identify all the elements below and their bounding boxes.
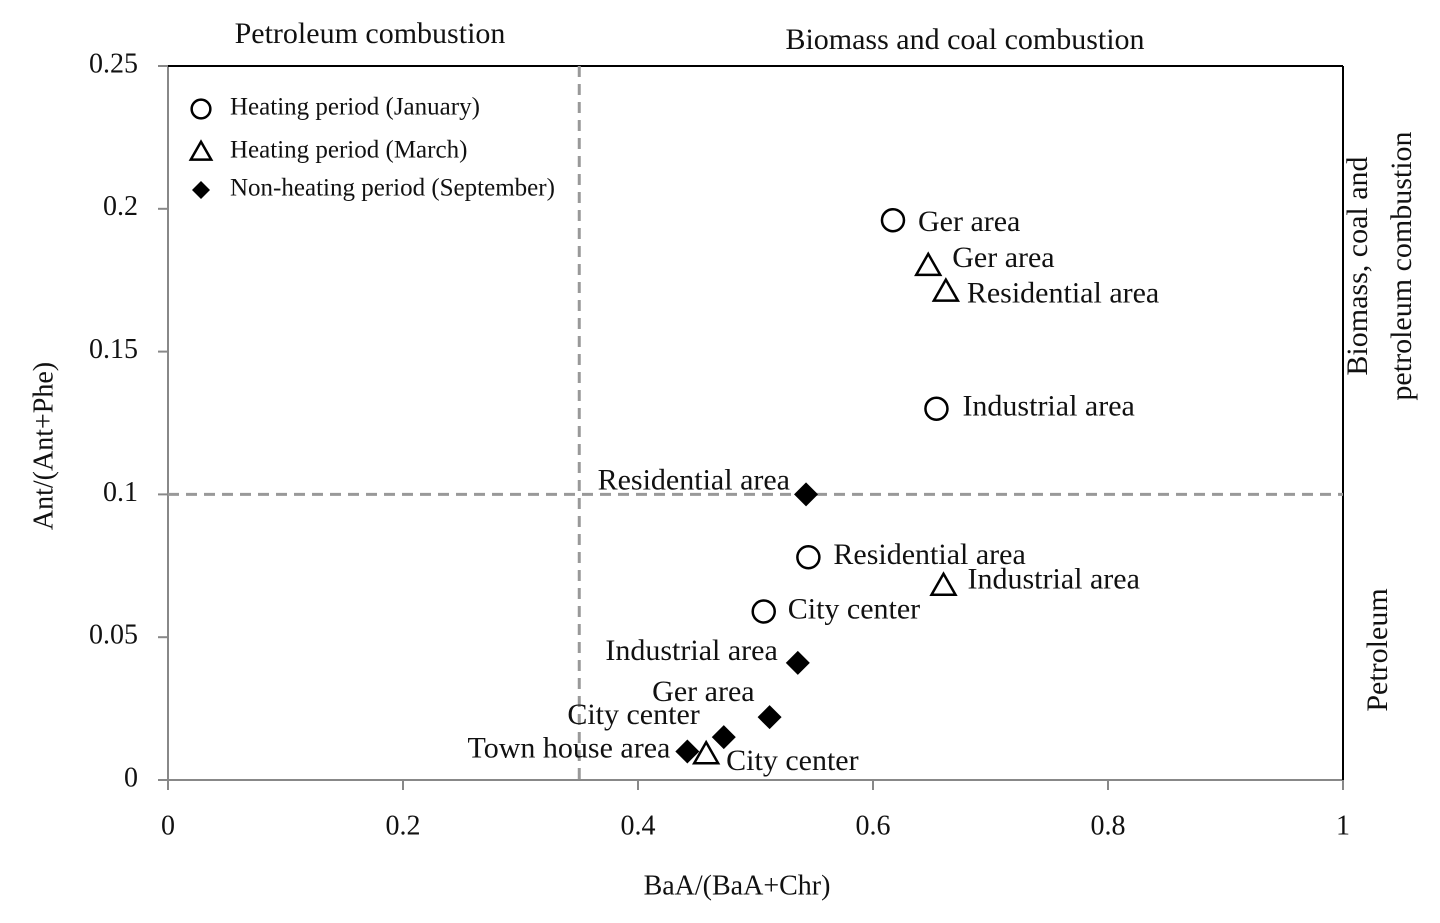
legend-marker	[188, 139, 214, 161]
y-tick-label: 0.05	[89, 620, 138, 651]
legend-marker	[190, 98, 212, 120]
point-label: Town house area	[468, 731, 671, 764]
region-label: Petroleum	[1361, 588, 1394, 711]
x-axis-label: BaA/(BaA+Chr)	[644, 870, 831, 901]
region-label: Petroleum combustion	[235, 17, 506, 50]
region-label: Biomass, coal and	[1341, 156, 1374, 375]
legend-label: Heating period (January)	[230, 94, 480, 121]
legend-marker	[192, 181, 210, 199]
x-tick-label: 0.4	[621, 810, 656, 841]
x-tick-label: 0	[161, 810, 175, 841]
marker	[691, 739, 721, 765]
point-label: Industrial area	[962, 390, 1134, 423]
marker	[924, 396, 949, 421]
region-label: petroleum combustion	[1385, 131, 1418, 400]
point-label: Industrial area	[605, 634, 777, 667]
y-tick-label: 0.15	[89, 334, 138, 365]
marker	[711, 725, 736, 750]
marker	[785, 650, 810, 675]
marker	[796, 544, 821, 570]
marker	[751, 599, 776, 624]
y-axis-label: Ant/(Ant+Phe)	[28, 362, 59, 530]
marker	[880, 207, 906, 233]
region-label: Biomass and coal combustion	[785, 23, 1144, 56]
y-tick-label: 0.25	[89, 48, 138, 79]
y-tick-label: 0	[124, 762, 138, 793]
point-label: City center	[567, 698, 699, 731]
y-tick-label: 0.1	[103, 477, 138, 508]
point-label: Residential area	[833, 538, 1025, 571]
point-label: Residential area	[967, 277, 1159, 310]
x-tick-label: 0.2	[386, 810, 421, 841]
marker	[914, 251, 943, 277]
legend-label: Non-heating period (September)	[230, 175, 555, 202]
point-label: City center	[726, 744, 858, 777]
legend-label: Heating period (March)	[230, 137, 467, 164]
marker	[675, 739, 700, 764]
marker	[931, 277, 961, 302]
marker	[794, 482, 819, 507]
y-tick-label: 0.2	[103, 191, 138, 222]
point-label: Ger area	[652, 675, 754, 708]
x-tick-label: 0.6	[856, 810, 891, 841]
point-label: Ger area	[952, 241, 1054, 274]
x-tick-label: 1	[1336, 810, 1350, 841]
marker	[757, 705, 782, 730]
point-label: Industrial area	[968, 563, 1140, 596]
marker	[929, 571, 958, 597]
point-label: City center	[788, 592, 920, 625]
point-label: Ger area	[918, 205, 1020, 238]
point-label: Residential area	[598, 463, 790, 496]
x-tick-label: 0.8	[1091, 810, 1126, 841]
